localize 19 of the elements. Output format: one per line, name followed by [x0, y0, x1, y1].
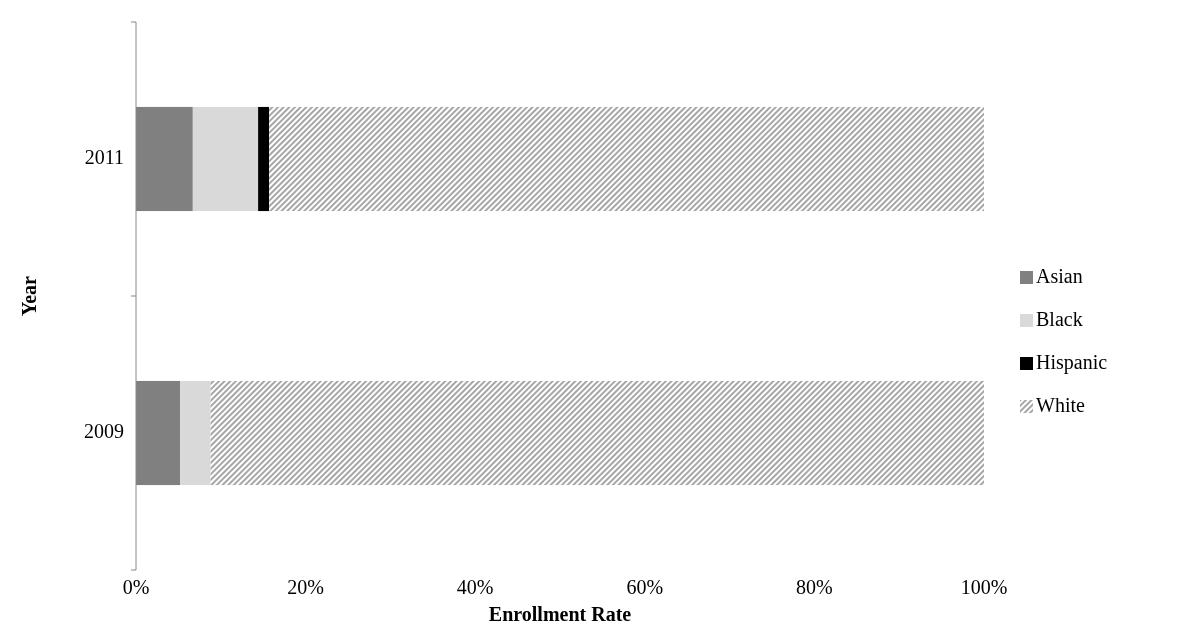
bar — [258, 106, 270, 212]
x-tick-label: 20% — [287, 576, 324, 598]
x-tick-label: 100% — [960, 576, 1008, 598]
x-tick-label: 0% — [122, 576, 150, 598]
x-tick-label: 80% — [796, 576, 833, 598]
y-tick-label: 2011 — [84, 145, 124, 168]
legend-label: White — [1036, 393, 1085, 416]
legend-label: Asian — [1036, 264, 1083, 287]
bar — [180, 380, 211, 486]
legend-label: Hispanic — [1036, 350, 1108, 374]
x-axis-title: Enrollment Rate — [488, 603, 632, 625]
legend-label: Black — [1036, 307, 1083, 330]
bar — [210, 380, 984, 486]
bar — [269, 106, 984, 212]
y-axis-title: Year — [18, 275, 40, 316]
x-tick-label: 60% — [626, 576, 664, 598]
bar — [192, 106, 259, 212]
x-tick-label: 40% — [456, 576, 494, 598]
y-tick-label: 2009 — [84, 419, 124, 442]
